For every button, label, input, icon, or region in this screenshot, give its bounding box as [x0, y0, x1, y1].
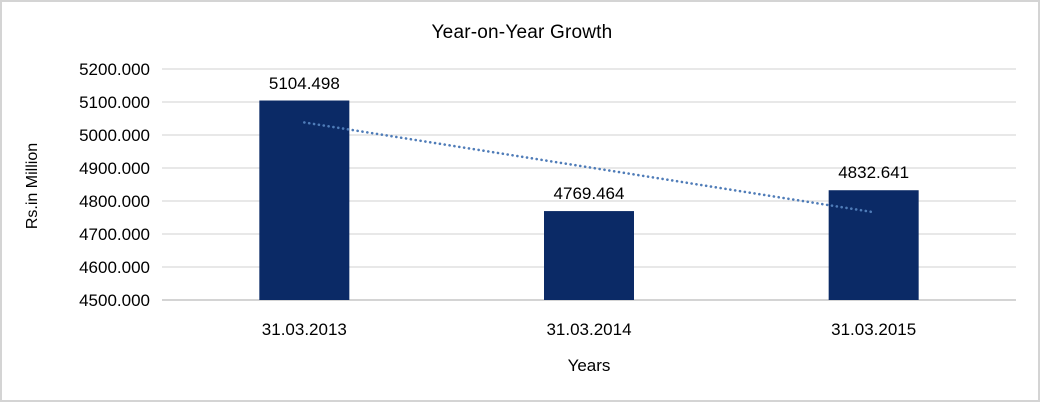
y-tick-label: 5100.000 [79, 93, 150, 112]
x-tick-label: 31.03.2015 [831, 320, 917, 339]
bar [544, 211, 634, 300]
y-tick-label: 4700.000 [79, 225, 150, 244]
bar [259, 100, 350, 301]
y-tick-label: 4600.000 [79, 258, 150, 277]
bar-value-label: 4832.641 [838, 163, 910, 183]
y-tick-label: 4900.000 [79, 159, 150, 178]
x-axis-title: Years [567, 356, 611, 375]
bar-value-label: 4769.464 [553, 184, 625, 204]
trendline [303, 121, 875, 214]
bar [828, 190, 919, 300]
y-axis-title: Rs.in Million [24, 142, 41, 230]
chart-title: Year-on-Year Growth [431, 22, 613, 43]
x-tick-label: 31.03.2013 [261, 320, 347, 339]
y-tick-label: 4800.000 [79, 192, 150, 211]
y-tick-label: 5200.000 [79, 60, 150, 79]
y-tick-label: 5000.000 [79, 126, 150, 145]
y-tick-label: 4500.000 [79, 291, 150, 310]
x-tick-label: 31.03.2014 [546, 320, 632, 339]
bar-value-label: 5104.498 [268, 73, 340, 93]
